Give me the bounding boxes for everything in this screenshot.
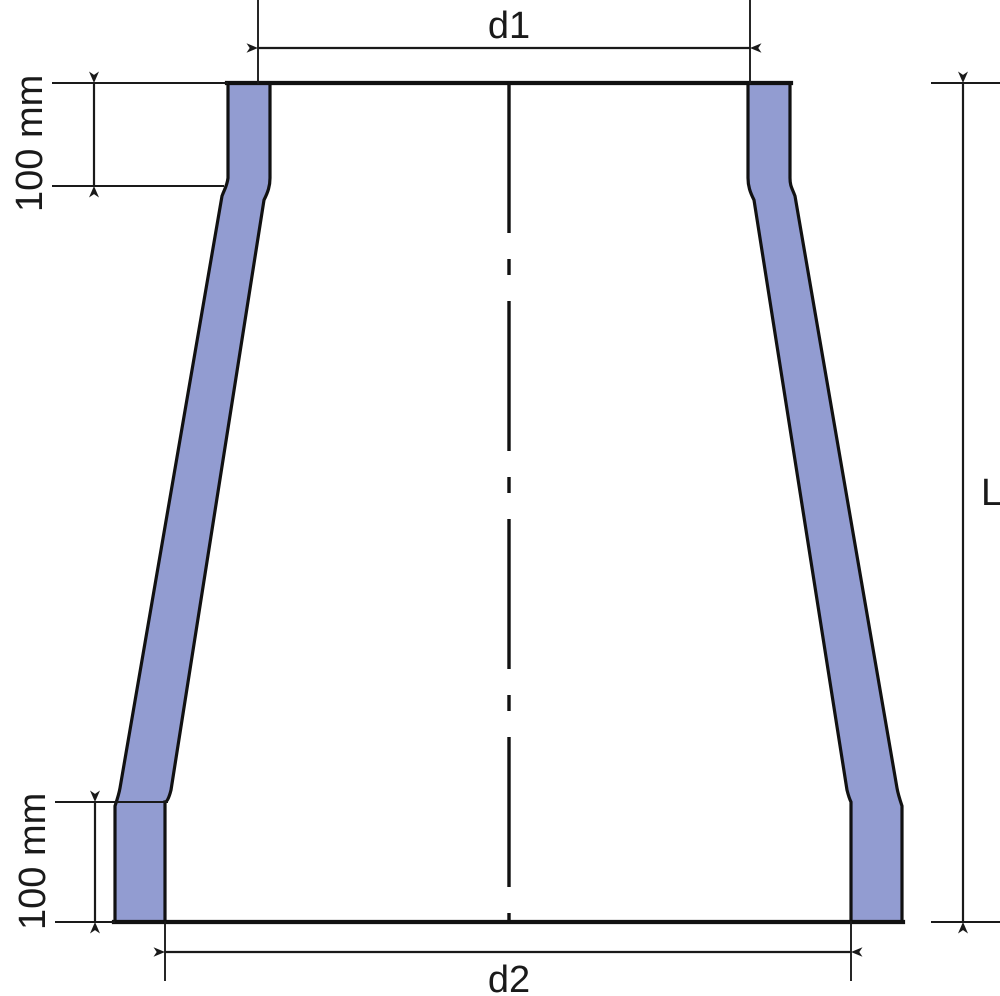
right-wall-section (746, 81, 904, 924)
bottom-100mm-label: 100 mm (12, 793, 54, 930)
d2-label: d2 (488, 959, 530, 996)
top-100mm-label: 100 mm (9, 75, 51, 212)
d1-label: d1 (488, 5, 530, 47)
left-wall-section (113, 81, 272, 924)
L-label: L (981, 472, 1000, 514)
